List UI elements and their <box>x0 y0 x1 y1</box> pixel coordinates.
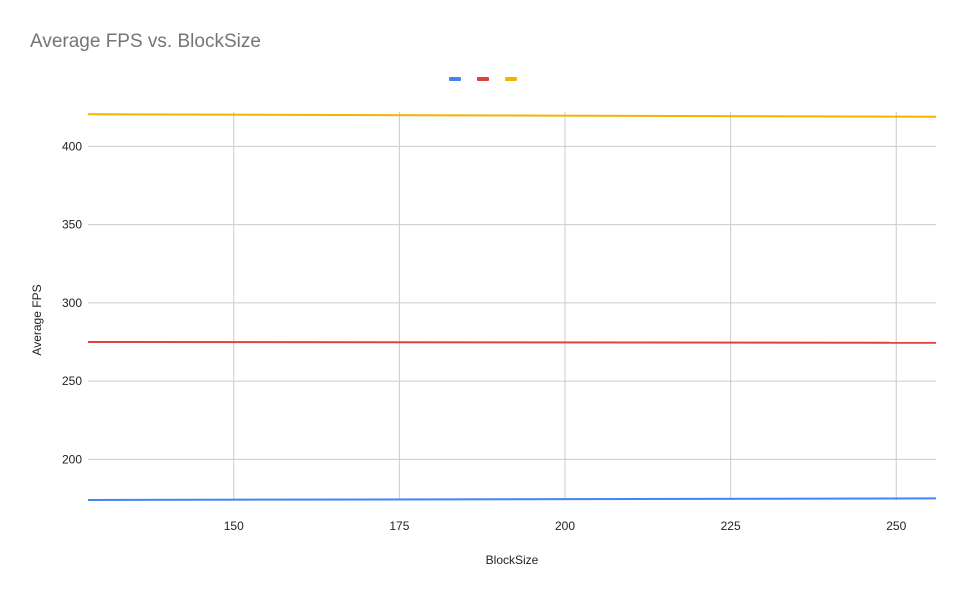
legend-item <box>477 77 489 81</box>
series-line-2 <box>87 341 937 344</box>
x-tick-label: 250 <box>886 519 906 533</box>
legend <box>449 77 517 81</box>
y-tick-label: 400 <box>62 139 82 153</box>
y-tick-label: 300 <box>62 296 82 310</box>
x-tick-label: 150 <box>224 519 244 533</box>
legend-item <box>449 77 461 81</box>
x-axis-ticks: 150 175 200 225 250 <box>224 519 907 533</box>
series-line-1 <box>87 497 937 501</box>
series-line-3 <box>87 113 937 118</box>
y-tick-label: 200 <box>62 452 82 466</box>
y-axis-title: Average FPS <box>30 284 44 355</box>
y-axis-ticks: 200 250 300 350 400 <box>62 139 82 466</box>
legend-swatch <box>505 77 517 81</box>
series-lines <box>87 113 937 501</box>
y-tick-label: 350 <box>62 218 82 232</box>
legend-item <box>505 77 517 81</box>
grid <box>88 112 936 500</box>
legend-swatch <box>449 77 461 81</box>
legend-swatch <box>477 77 489 81</box>
x-axis-title: BlockSize <box>486 553 539 567</box>
chart-title: Average FPS vs. BlockSize <box>30 31 261 52</box>
y-tick-label: 250 <box>62 374 82 388</box>
x-tick-label: 175 <box>389 519 409 533</box>
x-tick-label: 200 <box>555 519 575 533</box>
x-tick-label: 225 <box>721 519 741 533</box>
